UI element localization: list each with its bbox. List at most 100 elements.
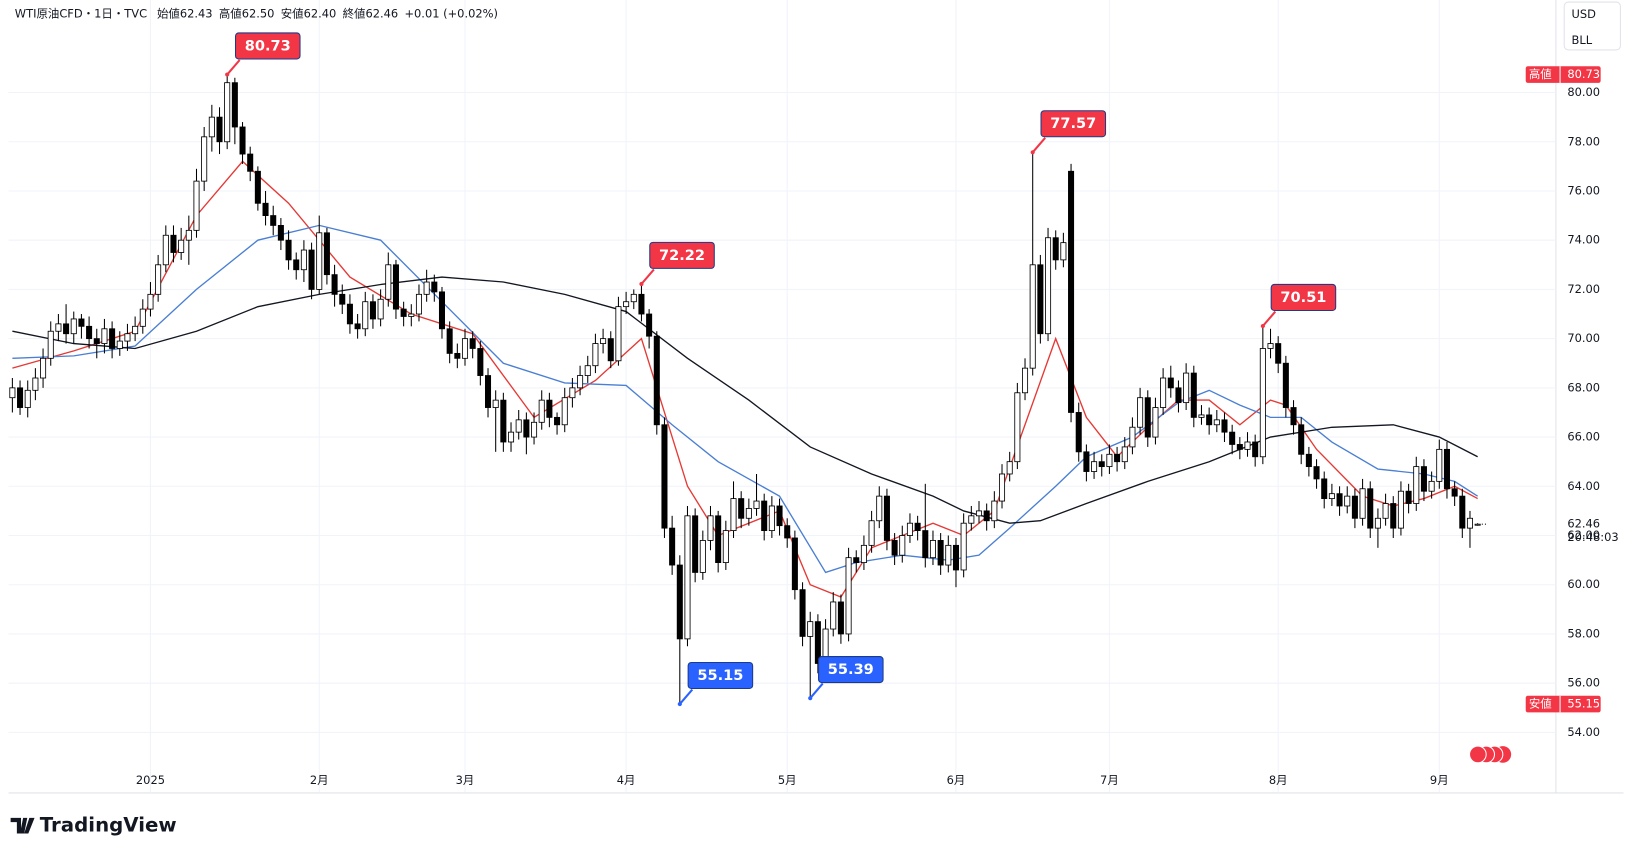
candle-body (116, 340, 123, 349)
candle-body (1344, 495, 1351, 507)
candle-body (316, 232, 323, 290)
candle-body (692, 515, 699, 573)
candle-body (1328, 493, 1335, 500)
symbol: WTI原油CFD・1日・TVC (15, 6, 147, 20)
candle-body (1144, 397, 1151, 438)
candle-body (1121, 446, 1128, 463)
candle-body (715, 515, 722, 563)
candle-body (1129, 426, 1136, 448)
annotation-label: 70.51 (1280, 289, 1326, 306)
candle-body (860, 544, 867, 563)
header: WTI原油CFD・1日・TVC 始値62.43 高値62.50 安値62.40 終値6… (15, 6, 498, 20)
brand: TradingView (40, 814, 177, 837)
candle-body (952, 544, 960, 571)
field-label: 始値 (157, 6, 180, 20)
candle-body (799, 589, 806, 637)
candle-body (1397, 490, 1404, 529)
candle-body (1106, 453, 1113, 468)
candle-body (1229, 431, 1236, 445)
candle-body (9, 387, 16, 399)
candle-body (139, 308, 146, 327)
y-tick-label: 68.00 (1567, 380, 1600, 394)
candle-body (461, 338, 469, 359)
field-value: 62.40 (304, 6, 337, 20)
candle-body (17, 387, 24, 408)
field-label: 終値 (343, 6, 366, 20)
candle-body (170, 234, 177, 253)
candle-body (32, 377, 39, 391)
y-tick-label: 56.00 (1567, 676, 1600, 690)
candle-body (70, 318, 77, 335)
candle-body (523, 419, 530, 438)
candle-body (899, 535, 906, 556)
annotation-dot (1260, 323, 1265, 329)
candle-body (653, 335, 660, 426)
annotation-box (1270, 283, 1337, 311)
candle-body (1321, 478, 1328, 500)
candle-body (201, 136, 208, 182)
candle-body (508, 431, 515, 443)
annotation-dot (639, 281, 644, 287)
candle-body (906, 522, 913, 536)
annotation-pointer (226, 59, 241, 76)
change: +0.01 (+0.02%) (404, 6, 498, 20)
candle-body (1420, 466, 1427, 492)
annotation-pointer (640, 268, 655, 285)
candle-body (998, 473, 1006, 502)
currency-box[interactable] (1563, 1, 1621, 51)
candle-body (109, 328, 116, 349)
candle-body (1167, 377, 1174, 389)
candle-body (607, 338, 614, 362)
candle-body (93, 338, 100, 344)
candle-body (454, 352, 461, 359)
candle-body (185, 229, 192, 241)
candle-body (730, 498, 737, 532)
candle-body (216, 116, 223, 143)
candle-body (208, 116, 215, 138)
candle-body (807, 621, 814, 637)
y-tick-label: 62.00 (1567, 528, 1600, 542)
candle-body (968, 515, 975, 524)
candle-body (400, 308, 407, 317)
y-tick-label: 60.00 (1567, 577, 1600, 591)
candle-body (768, 505, 775, 532)
candle-body (883, 495, 890, 541)
annotation-label: 80.73 (245, 37, 291, 54)
candle-body (147, 293, 154, 310)
candle-body (446, 328, 453, 354)
candle-body (1290, 407, 1297, 426)
candle-body (914, 522, 921, 532)
candle-body (1351, 495, 1358, 519)
candle-body (1175, 387, 1182, 404)
candle-body (178, 239, 185, 253)
candle-body (415, 293, 422, 315)
candle-body (24, 389, 31, 408)
candle-body (1405, 490, 1412, 504)
annotation-pointer (1262, 310, 1277, 327)
candle-body (707, 515, 714, 541)
candle-body (1183, 372, 1190, 404)
candle-body (377, 298, 384, 320)
price-tag (1525, 695, 1601, 713)
candle-body (270, 215, 277, 226)
candle-body (876, 495, 883, 522)
candle-body (162, 234, 169, 266)
candle-body (983, 510, 990, 522)
candle-body (991, 500, 998, 522)
candle-body (615, 306, 622, 362)
candle-body (1236, 444, 1243, 450)
y-tick-label: 72.00 (1567, 282, 1600, 296)
axes: 54.00 56.00 58.00 60.00 62.00 64.00 66.00 68.00… (136, 66, 1619, 787)
candle-body (1045, 237, 1052, 335)
annotation-box (818, 656, 884, 684)
candle-body (738, 498, 745, 519)
candle-body (1152, 407, 1159, 438)
annotation-dot (225, 72, 230, 77)
candle-body (477, 348, 484, 376)
candle-body (960, 522, 967, 571)
candle-body (676, 564, 683, 640)
annotations: 80.73 72.22 55.15 55.39 77.57 70.51 (225, 32, 1337, 707)
candle-body (354, 323, 361, 330)
candle-body (853, 557, 860, 563)
